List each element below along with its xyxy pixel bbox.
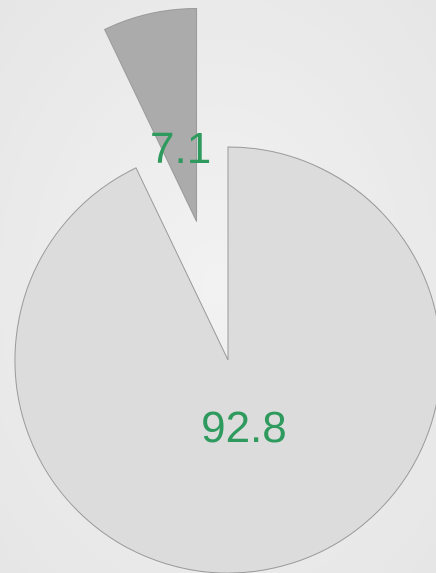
labels: 92.8 7.1 — [150, 124, 287, 452]
pie — [14, 8, 436, 573]
slice-label: 92.8 — [201, 403, 287, 452]
pie-slice — [14, 146, 436, 573]
slice-label: 7.1 — [150, 124, 211, 173]
pie-slice — [103, 8, 198, 222]
